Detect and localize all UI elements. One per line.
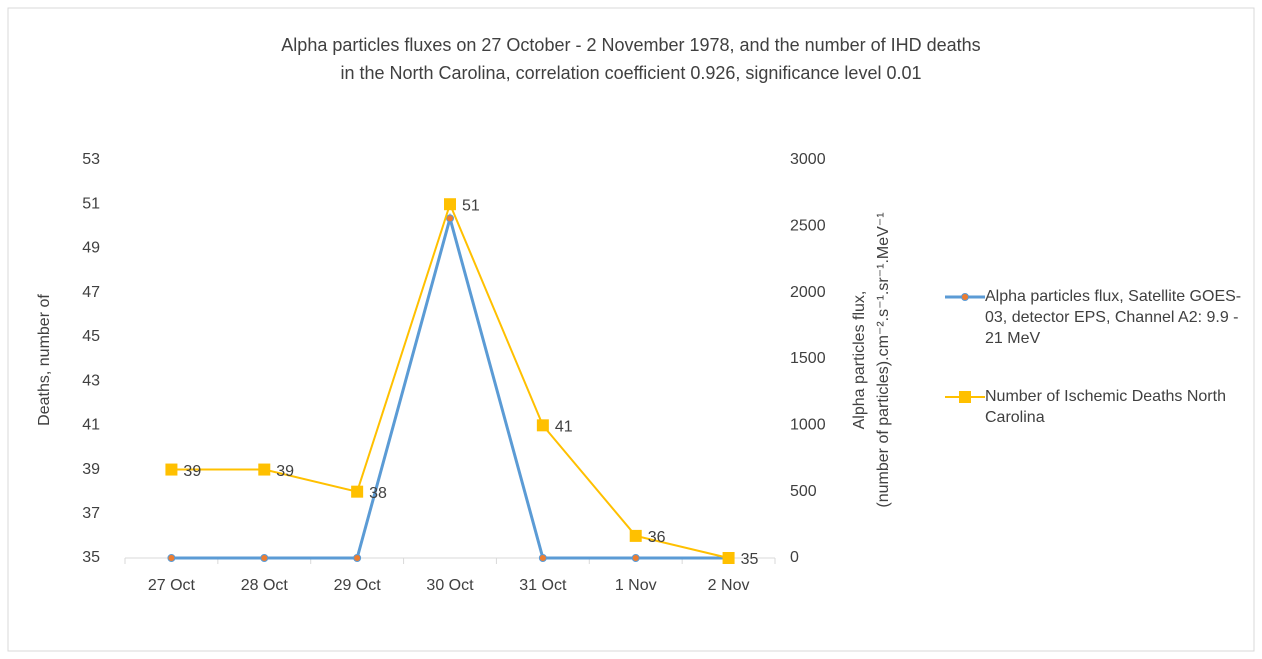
x-tick-label: 31 Oct [519, 577, 567, 594]
chart-title: in the North Carolina, correlation coeff… [340, 63, 921, 83]
y-axis-label: Deaths, number of [36, 294, 53, 426]
series-marker [167, 554, 176, 562]
y-tick-label: 51 [82, 195, 100, 212]
legend-entry: Number of Ischemic Deaths North Carolina [985, 388, 1226, 426]
chart-title: Alpha particles fluxes on 27 October - 2… [281, 35, 980, 55]
data-label: 41 [555, 419, 573, 436]
y-tick-label: 45 [82, 328, 100, 345]
y2-tick-label: 1000 [790, 417, 826, 434]
series-marker [351, 485, 364, 498]
chart-border [7, 7, 1255, 652]
data-label: 36 [648, 529, 666, 546]
legend-marker [961, 293, 969, 301]
y2-tick-label: 2500 [790, 218, 826, 235]
x-tick-label: 27 Oct [148, 577, 196, 594]
y2-tick-label: 0 [790, 549, 799, 566]
y-tick-label: 41 [82, 417, 100, 434]
series-marker [536, 419, 549, 432]
y-tick-label: 39 [82, 461, 100, 478]
y2-tick-label: 500 [790, 483, 817, 500]
y2-tick-label: 3000 [790, 151, 826, 168]
series-marker [353, 554, 362, 562]
y2-axis-label: Alpha particles flux, [851, 291, 868, 430]
y-tick-label: 47 [82, 284, 100, 301]
x-tick-label: 29 Oct [334, 577, 382, 594]
x-tick-label: 2 Nov [708, 577, 750, 594]
series-marker [446, 214, 454, 223]
data-label: 35 [741, 551, 759, 568]
data-label: 39 [183, 463, 201, 480]
data-label: 39 [276, 463, 294, 480]
y2-axis-label: (number of particles).cm⁻².s⁻¹.sr⁻¹.MeV⁻… [875, 212, 892, 507]
series-marker [538, 554, 547, 562]
x-tick-label: 28 Oct [241, 577, 289, 594]
legend-marker [959, 391, 971, 403]
y-tick-label: 43 [82, 372, 100, 389]
y-tick-label: 35 [82, 549, 100, 566]
series-marker [444, 198, 456, 211]
series-marker [165, 463, 178, 476]
series-marker [258, 463, 271, 476]
y2-tick-label: 2000 [790, 284, 826, 301]
data-label: 38 [369, 485, 387, 502]
x-tick-label: 1 Nov [615, 577, 657, 594]
x-tick-label: 30 Oct [426, 577, 474, 594]
series-marker [260, 554, 269, 562]
legend-entry: Alpha particles flux, Satellite GOES-03,… [985, 288, 1242, 347]
y-tick-label: 49 [82, 240, 100, 257]
y2-tick-label: 1500 [790, 350, 826, 367]
series-marker [631, 554, 640, 562]
series-marker [629, 529, 642, 542]
y-tick-label: 37 [82, 505, 100, 522]
y-tick-label: 53 [82, 151, 100, 168]
data-label: 51 [462, 197, 480, 214]
series-marker [722, 552, 735, 564]
